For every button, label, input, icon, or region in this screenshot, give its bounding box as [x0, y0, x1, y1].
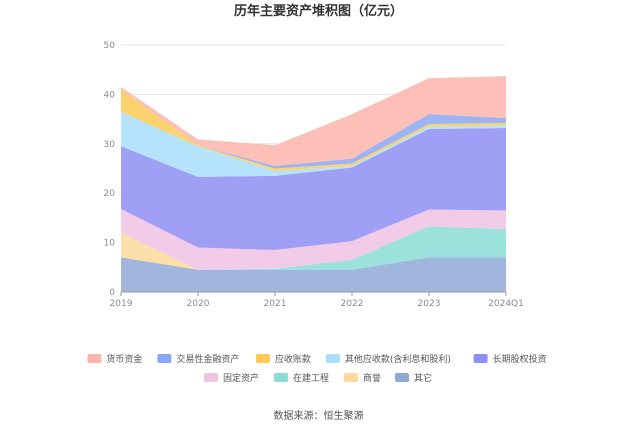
legend-label: 在建工程: [293, 372, 329, 384]
x-tick-label: 2024Q1: [488, 299, 524, 309]
y-tick-label: 50: [104, 41, 116, 51]
plot-area: [121, 76, 506, 292]
legend-swatch: [87, 354, 102, 363]
legend-item[interactable]: 固定资产: [204, 372, 259, 384]
axes: 0 10 20 30 40 50 2019 2020 2021 2022 2023 2024Q1: [104, 41, 524, 309]
area-series: [121, 209, 506, 270]
legend-label: 商誉: [363, 372, 381, 384]
legend-swatch: [157, 354, 172, 363]
y-tick-label: 20: [104, 189, 116, 199]
x-tick-label: 2022: [341, 299, 364, 309]
x-tick-label: 2019: [110, 299, 133, 309]
legend-item[interactable]: 在建工程: [274, 372, 329, 384]
source-note: 数据来源：恒生聚源: [274, 409, 364, 422]
legend-label: 固定资产: [223, 372, 259, 384]
legend-item[interactable]: 应收账款: [255, 353, 311, 365]
area-series: [121, 111, 506, 177]
x-tick-label: 2023: [418, 299, 441, 309]
area-series: [121, 226, 506, 270]
y-tick-label: 30: [104, 140, 116, 150]
legend-label: 其它: [414, 372, 432, 384]
area-series: [121, 127, 506, 251]
legend-swatch: [204, 373, 218, 382]
legend-label: 交易性金融资产: [176, 353, 239, 365]
chart-title: 历年主要资产堆积图（亿元）: [234, 3, 403, 19]
legend-swatch: [395, 373, 409, 382]
legend-swatch: [325, 354, 340, 363]
x-tick-label: 2021: [264, 299, 287, 309]
x-tick-label: 2020: [187, 299, 210, 309]
legend-label: 货币资金: [106, 353, 142, 365]
legend-item[interactable]: 交易性金融资产: [157, 353, 239, 365]
legend-swatch: [274, 373, 288, 382]
area-series: [121, 257, 506, 292]
legend-swatch: [473, 354, 488, 363]
y-tick-label: 10: [104, 239, 116, 249]
legend-label: 应收账款: [275, 353, 311, 365]
legend-item[interactable]: 长期股权投资: [473, 353, 547, 365]
legend-swatch: [255, 354, 270, 363]
legend-label: 长期股权投资: [493, 353, 547, 365]
legend-item[interactable]: 商誉: [344, 372, 381, 384]
legend-swatch: [344, 373, 358, 382]
legend-label: 其他应收款(含利息和股利): [345, 353, 451, 365]
area-series: [121, 76, 506, 167]
legend-item[interactable]: 其他应收款(含利息和股利): [325, 353, 451, 365]
legend-item[interactable]: 其它: [395, 372, 432, 384]
y-tick-label: 40: [104, 90, 116, 100]
legend-item[interactable]: 货币资金: [87, 353, 142, 365]
y-tick-label: 0: [109, 288, 115, 298]
